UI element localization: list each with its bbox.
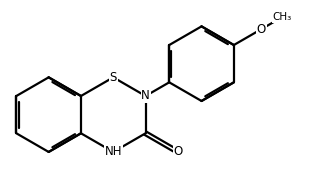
Text: N: N: [141, 90, 150, 102]
Text: O: O: [257, 23, 266, 36]
Text: S: S: [110, 71, 117, 84]
Text: O: O: [173, 146, 182, 159]
Text: CH₃: CH₃: [273, 12, 292, 22]
Text: NH: NH: [105, 146, 122, 159]
